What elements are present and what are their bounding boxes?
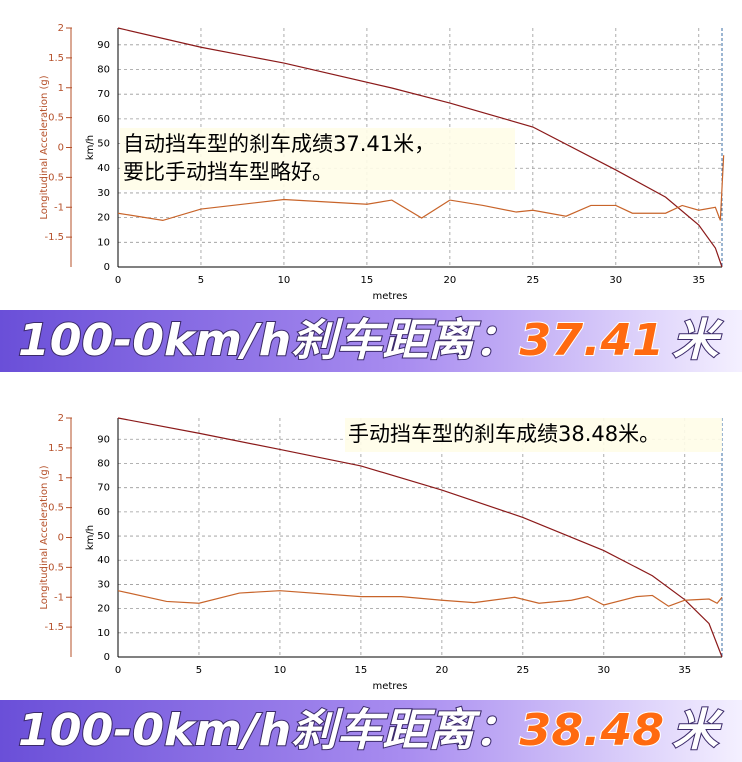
banner-value: 38.48 <box>520 705 664 756</box>
annotation-box <box>345 418 722 452</box>
y-axis-label: Longitudinal Acceleration (g) <box>39 75 50 219</box>
y-axis-label: Longitudinal Acceleration (g) <box>39 465 50 609</box>
y-tick-label: 1.5 <box>48 443 64 454</box>
x-tick-label: 10 <box>278 275 291 286</box>
banner-text: 100-0km/h刹车距离： 37.41 米 <box>18 315 723 366</box>
x-tick-label: 15 <box>361 275 374 286</box>
y2-tick-label: 40 <box>97 163 110 174</box>
banner <box>0 700 742 762</box>
y-tick-label: 2 <box>58 413 64 424</box>
x-tick-label: 35 <box>678 665 691 676</box>
y2-tick-label: 20 <box>97 213 110 224</box>
y2-tick-label: 50 <box>97 139 110 150</box>
x-tick-label: 20 <box>444 275 457 286</box>
y-tick-label: -1.5 <box>44 232 64 243</box>
y2-axis-label: km/h <box>85 135 96 160</box>
x-tick-label: 25 <box>516 665 529 676</box>
y2-tick-label: 70 <box>97 483 110 494</box>
plot-area <box>118 418 722 657</box>
y2-tick-label: 10 <box>97 237 110 248</box>
x-tick-label: 30 <box>609 275 622 286</box>
y2-tick-label: 30 <box>97 188 110 199</box>
banner <box>0 310 742 372</box>
x-tick-label: 0 <box>115 275 121 286</box>
y-tick-label: 2 <box>58 23 64 34</box>
x-tick-label: 15 <box>355 665 368 676</box>
y2-tick-label: 10 <box>97 628 110 639</box>
x-axis-label: metres <box>372 291 407 302</box>
x-axis-label: metres <box>372 681 407 692</box>
x-tick-label: 35 <box>692 275 705 286</box>
y2-tick-label: 90 <box>97 40 110 51</box>
x-tick-label: 0 <box>115 665 121 676</box>
banner-label: 100-0km/h刹车距离： <box>18 315 520 366</box>
data-line <box>117 27 723 268</box>
y2-axis-label: km/h <box>85 525 96 550</box>
y-tick-label: 0.5 <box>48 503 64 514</box>
x-tick-label: 5 <box>198 275 204 286</box>
y2-tick-label: 60 <box>97 114 110 125</box>
y-tick-label: 1.5 <box>48 53 64 64</box>
x-tick-label: 25 <box>526 275 539 286</box>
y-tick-label: -1 <box>54 202 64 213</box>
y-tick-label: -1 <box>54 592 64 603</box>
y2-tick-label: 30 <box>97 579 110 590</box>
y-tick-label: 0 <box>58 533 64 544</box>
y2-tick-label: 0 <box>104 262 110 273</box>
y2-tick-label: 0 <box>104 652 110 663</box>
y-tick-label: -1.5 <box>44 622 64 633</box>
y-tick-label: 0 <box>58 143 64 154</box>
x-tick-label: 5 <box>196 665 202 676</box>
annotation: 手动挡车型的刹车成绩38.48米。 <box>348 422 660 446</box>
y-tick-label: -0.5 <box>44 562 64 573</box>
y-tick-label: 1 <box>58 83 64 94</box>
annotation-box <box>120 128 515 190</box>
y-tick-label: -0.5 <box>44 172 64 183</box>
annotation: 自动挡车型的刹车成绩37.41米， <box>123 132 435 156</box>
y2-tick-label: 40 <box>97 555 110 566</box>
banner-unit: 米 <box>672 705 723 756</box>
y2-tick-label: 80 <box>97 458 110 469</box>
y2-tick-label: 20 <box>97 604 110 615</box>
y2-tick-label: 70 <box>97 89 110 100</box>
data-line <box>117 417 723 658</box>
y2-tick-label: 90 <box>97 434 110 445</box>
y2-tick-label: 80 <box>97 64 110 75</box>
banner-label: 100-0km/h刹车距离： <box>18 705 520 756</box>
y2-tick-label: 50 <box>97 531 110 542</box>
banner-unit: 米 <box>672 315 723 366</box>
y-tick-label: 1 <box>58 473 64 484</box>
y2-tick-label: 60 <box>97 507 110 518</box>
x-tick-label: 30 <box>597 665 610 676</box>
x-tick-label: 10 <box>274 665 287 676</box>
x-tick-label: 20 <box>435 665 448 676</box>
data-line <box>117 590 723 607</box>
y-tick-label: 0.5 <box>48 113 64 124</box>
data-line <box>117 155 725 222</box>
annotation: 要比手动挡车型略好。 <box>123 160 333 184</box>
banner-text: 100-0km/h刹车距离： 38.48 米 <box>18 705 723 756</box>
banner-value: 37.41 <box>520 315 664 366</box>
